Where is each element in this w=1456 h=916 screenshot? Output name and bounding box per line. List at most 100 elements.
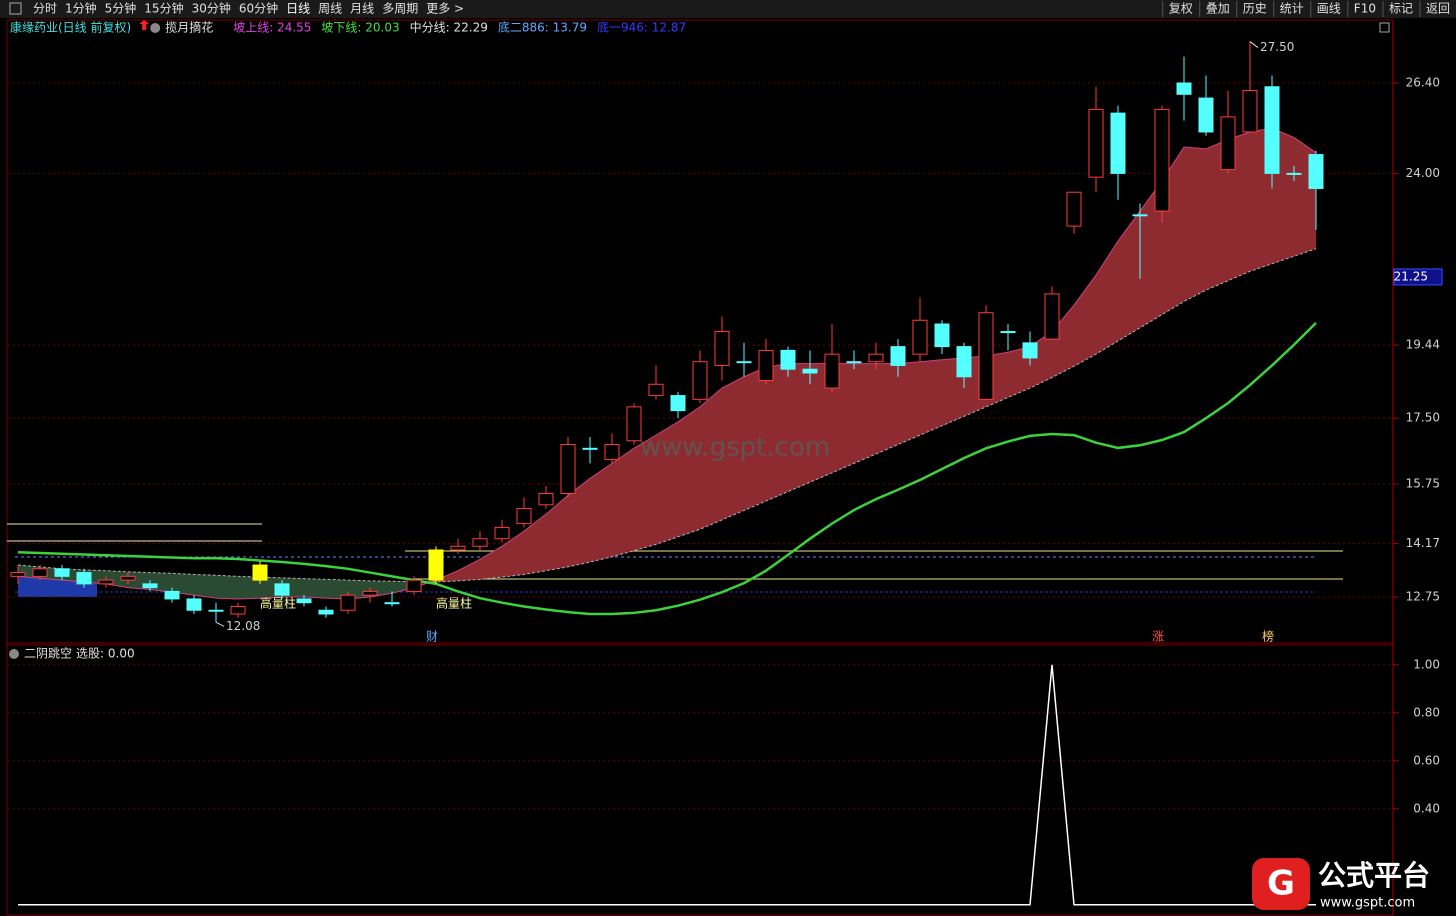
indicator-readout: 中分线: 22.29 — [410, 20, 488, 35]
toolbar-item[interactable]: 统计 — [1280, 2, 1304, 16]
candle-body — [406, 579, 422, 592]
candle-body — [560, 444, 576, 494]
band-area — [326, 579, 348, 599]
band-area — [854, 363, 876, 464]
y-tick-label: 15.75 — [1406, 477, 1440, 491]
y-tick-label: 17.50 — [1406, 411, 1440, 425]
extreme-pointer — [1249, 41, 1259, 48]
candle-body — [736, 361, 752, 364]
band-area — [194, 574, 216, 599]
panel-readout: 选股: 0.00 — [76, 647, 135, 661]
toolbar-item[interactable]: 更多 > — [426, 2, 464, 16]
extreme-label: 12.08 — [226, 619, 260, 633]
candle-body — [868, 353, 884, 363]
logo: G 公式平台 www.gspt.com — [1252, 858, 1430, 911]
indicator-readout: 底二886: 13.79 — [498, 20, 587, 35]
toolbar-item[interactable]: 分时 — [33, 2, 57, 16]
candle-body — [230, 605, 246, 615]
toolbar-item[interactable]: 画线 — [1317, 2, 1341, 16]
toolbar-item[interactable]: 15分钟 — [144, 1, 183, 16]
candle-body — [714, 331, 730, 366]
candle-body — [384, 602, 400, 605]
toolbar-item[interactable]: 多周期 — [382, 2, 418, 16]
indicator-readout: 坡上线: 24.55 — [233, 21, 311, 35]
candle-body — [1220, 116, 1236, 171]
toolbar-item[interactable]: 返回 — [1426, 2, 1450, 16]
candle-body — [296, 598, 312, 604]
toolbar-item[interactable]: 1分钟 — [65, 1, 97, 16]
band-area — [678, 406, 700, 537]
band-area — [238, 576, 260, 599]
band-area — [766, 363, 788, 502]
band-area — [458, 559, 480, 581]
toolbar-item[interactable]: F10 — [1354, 2, 1376, 16]
toolbar-item[interactable]: 叠加 — [1206, 2, 1230, 16]
watermark: www.gspt.com — [640, 433, 830, 463]
candle-body — [1044, 293, 1060, 340]
candle-body — [582, 447, 598, 450]
extreme-pointer — [215, 621, 225, 627]
candle-body — [1154, 108, 1170, 212]
candle-body — [164, 590, 180, 600]
indicator-readout: 底一946: 12.87 — [597, 20, 686, 35]
candle-body — [1176, 82, 1192, 95]
signal-icon — [150, 23, 161, 33]
toolbar-item[interactable]: 标记 — [1389, 2, 1413, 16]
toolbar-item[interactable]: 周线 — [318, 2, 342, 16]
band-area — [524, 514, 546, 575]
candle-body — [142, 583, 158, 589]
candle-body — [912, 319, 928, 355]
band-area — [1140, 180, 1162, 328]
panel-toggle[interactable] — [9, 649, 19, 659]
candle-body — [494, 526, 510, 540]
candle-body — [670, 395, 686, 412]
candle-body — [1132, 214, 1148, 217]
panel-button[interactable] — [1379, 22, 1390, 33]
candle-body — [54, 568, 70, 577]
event-marker[interactable]: 涨 — [1152, 629, 1164, 644]
toolbar-item[interactable]: 复权 — [1169, 2, 1193, 16]
band-area — [1206, 139, 1228, 291]
toolbar-item[interactable]: 30分钟 — [192, 1, 231, 16]
band-area — [480, 546, 502, 580]
toolbar-item[interactable]: 日线 — [286, 2, 310, 16]
candle-body — [978, 312, 994, 400]
indicator-line — [17, 248, 1317, 583]
toolbar-item[interactable]: 月线 — [350, 2, 374, 16]
candle-body — [648, 383, 664, 397]
signal-line — [18, 664, 1316, 906]
band-area — [612, 448, 634, 557]
band-area — [172, 573, 194, 596]
toolbar-item[interactable]: 60分钟 — [239, 1, 278, 16]
candle-body — [318, 609, 334, 615]
band-area — [700, 388, 722, 530]
candle-body — [274, 583, 290, 596]
annotation: 高量柱 — [260, 596, 296, 611]
band-area — [832, 363, 854, 473]
candle-body — [1286, 172, 1302, 175]
band-area — [744, 367, 766, 511]
candle-body — [252, 564, 268, 581]
price-marker — [1393, 268, 1443, 286]
menu-icon[interactable] — [9, 2, 22, 15]
band-area — [876, 363, 898, 454]
toolbar-item[interactable]: 5分钟 — [105, 1, 137, 16]
candle-body — [780, 349, 796, 370]
event-marker[interactable]: 榜 — [1262, 629, 1274, 644]
extreme-label: 27.50 — [1260, 40, 1294, 54]
candle-body — [824, 353, 840, 389]
toolbar-item[interactable]: 历史 — [1243, 2, 1267, 16]
band-area — [722, 376, 744, 520]
band-area — [150, 572, 172, 593]
candle-body — [450, 545, 466, 551]
candle-body — [758, 349, 774, 382]
logo-icon — [1252, 858, 1310, 910]
logo-url: www.gspt.com — [1320, 896, 1415, 911]
indicator-readout: 坡下线: 20.03 — [321, 21, 399, 35]
event-marker[interactable]: 财 — [426, 630, 438, 644]
candle-body — [472, 538, 488, 547]
candle-body — [186, 598, 202, 611]
candle-body — [538, 492, 554, 506]
band-area — [634, 435, 656, 551]
